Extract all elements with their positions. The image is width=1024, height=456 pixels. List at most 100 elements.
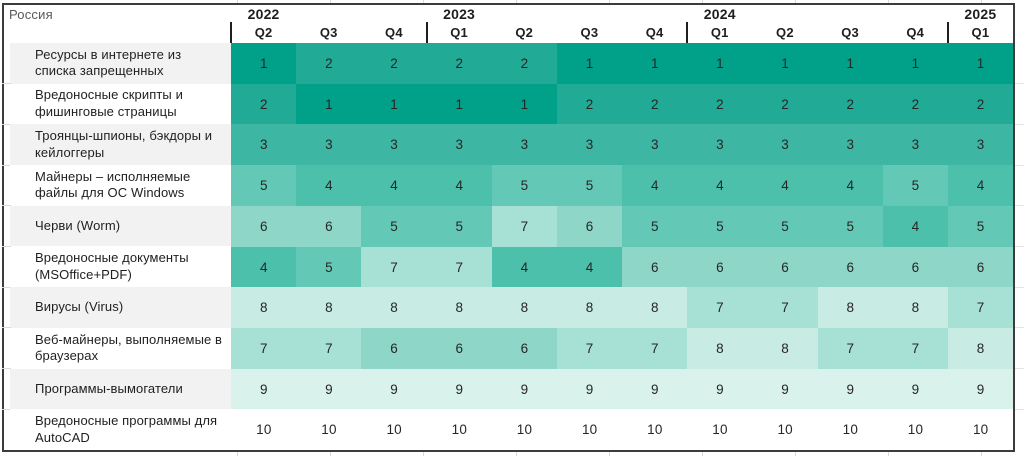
margin-gridline <box>1015 164 1024 166</box>
year-label: 2023 <box>443 6 476 22</box>
heatmap-cell: 10 <box>556 409 623 451</box>
heatmap-cell: 6 <box>622 246 688 288</box>
heatmap-cell: 5 <box>622 205 688 247</box>
quarter-label: Q4 <box>645 25 664 40</box>
heatmap-cell: 10 <box>361 409 427 451</box>
heatmap-cell: 2 <box>622 83 688 125</box>
heatmap-cell: 3 <box>882 124 949 166</box>
heatmap-cell: 3 <box>296 124 362 166</box>
heatmap-cell: 1 <box>622 43 688 85</box>
heatmap-cell: 4 <box>882 205 949 247</box>
quarter-label: Q1 <box>710 25 729 40</box>
quarter-label: Q4 <box>906 25 925 40</box>
heatmap-cell: 10 <box>622 409 688 451</box>
heatmap-cell: 9 <box>622 368 688 410</box>
year-label: 2022 <box>247 6 280 22</box>
heatmap-cell: 3 <box>687 124 753 166</box>
heatmap-cell: 4 <box>426 165 493 207</box>
heatmap-cell: 4 <box>947 165 1014 207</box>
top-gridline <box>516 0 517 3</box>
bottom-gridline <box>609 452 610 456</box>
heatmap-cell: 4 <box>752 165 818 207</box>
heatmap-cell: 6 <box>882 246 949 288</box>
row-gridline <box>2 246 11 247</box>
heatmap-cell: 1 <box>947 43 1014 85</box>
heatmap-cell: 2 <box>556 83 623 125</box>
heatmap-cell: 5 <box>882 165 949 207</box>
heatmap-cell: 4 <box>622 165 688 207</box>
top-gridline <box>237 0 238 3</box>
heatmap-cell: 10 <box>231 409 297 451</box>
heatmap-cell: 10 <box>491 409 558 451</box>
heatmap-cell: 10 <box>817 409 884 451</box>
heatmap-cell: 3 <box>947 124 1014 166</box>
heatmap-cell: 7 <box>752 287 818 329</box>
heatmap-cell: 9 <box>426 368 493 410</box>
top-gridline <box>795 0 796 3</box>
heatmap-cell: 9 <box>296 368 362 410</box>
row-gridline <box>2 327 11 329</box>
heatmap-cell: 1 <box>752 43 818 85</box>
heatmap-cell: 3 <box>622 124 688 166</box>
heatmap-cell: 10 <box>296 409 362 451</box>
margin-gridline <box>1015 123 1024 125</box>
heatmap-cell: 8 <box>491 287 558 329</box>
year-label: 2025 <box>964 6 997 22</box>
heatmap-cell: 1 <box>882 43 949 85</box>
quarter-label: Q3 <box>319 25 338 40</box>
heatmap-cell: 5 <box>491 165 558 207</box>
heatmap-cell: 2 <box>882 83 949 125</box>
heatmap-cell: 8 <box>361 287 427 329</box>
heatmap-cell: 10 <box>426 409 493 451</box>
heatmap-cell: 1 <box>491 83 558 125</box>
heatmap-cell: 8 <box>296 287 362 329</box>
year-group-separator <box>230 22 232 43</box>
heatmap-cell: 9 <box>752 368 818 410</box>
heatmap-cell: 8 <box>556 287 623 329</box>
heatmap-cell: 8 <box>947 327 1014 370</box>
quarter-label: Q1 <box>450 25 468 40</box>
heatmap-cell: 5 <box>361 205 427 247</box>
row-gridline <box>2 83 11 85</box>
row-label: Троянцы-шпионы, бэкдоры и кейлоггеры <box>10 124 231 166</box>
top-gridline <box>888 0 889 3</box>
top-gridline <box>423 0 424 3</box>
heatmap-cell: 2 <box>296 43 362 85</box>
heatmap-cell: 2 <box>752 83 818 125</box>
heatmap-cell: 5 <box>426 205 493 247</box>
heatmap-cell: 6 <box>556 205 623 247</box>
heatmap-cell: 5 <box>231 165 297 207</box>
bottom-gridline <box>981 452 982 456</box>
heatmap-cell: 5 <box>752 205 818 247</box>
row-gridline <box>2 368 11 370</box>
heatmap-cell: 6 <box>947 246 1014 288</box>
heatmap-cell: 6 <box>296 205 362 247</box>
row-label: Вредоносные документы (MSOffice+PDF) <box>10 246 231 288</box>
top-gridline <box>330 0 331 3</box>
top-gridline <box>981 0 982 3</box>
heatmap-cell: 4 <box>556 246 623 288</box>
margin-gridline <box>1015 408 1024 410</box>
row-gridline <box>2 286 11 288</box>
heatmap-cell: 10 <box>947 409 1014 451</box>
heatmap-cell: 7 <box>231 327 297 370</box>
heatmap-cell: 1 <box>231 43 297 85</box>
heatmap-cell: 2 <box>491 43 558 85</box>
heatmap-cell: 7 <box>817 327 884 370</box>
heatmap-cell: 6 <box>426 327 493 370</box>
heatmap-cell: 4 <box>296 165 362 207</box>
heatmap-cell: 7 <box>426 246 493 288</box>
heatmap-cell: 3 <box>231 124 297 166</box>
heatmap-cell: 6 <box>752 246 818 288</box>
bottom-gridline <box>702 452 703 456</box>
bottom-gridline <box>795 452 796 456</box>
row-label: Вирусы (Virus) <box>10 287 231 328</box>
heatmap-cell: 1 <box>361 83 427 125</box>
bottom-gridline <box>330 452 331 456</box>
margin-gridline <box>1015 327 1024 329</box>
heatmap-cell: 1 <box>296 83 362 125</box>
year-group-separator <box>686 22 689 43</box>
heatmap-cell: 1 <box>426 83 493 125</box>
